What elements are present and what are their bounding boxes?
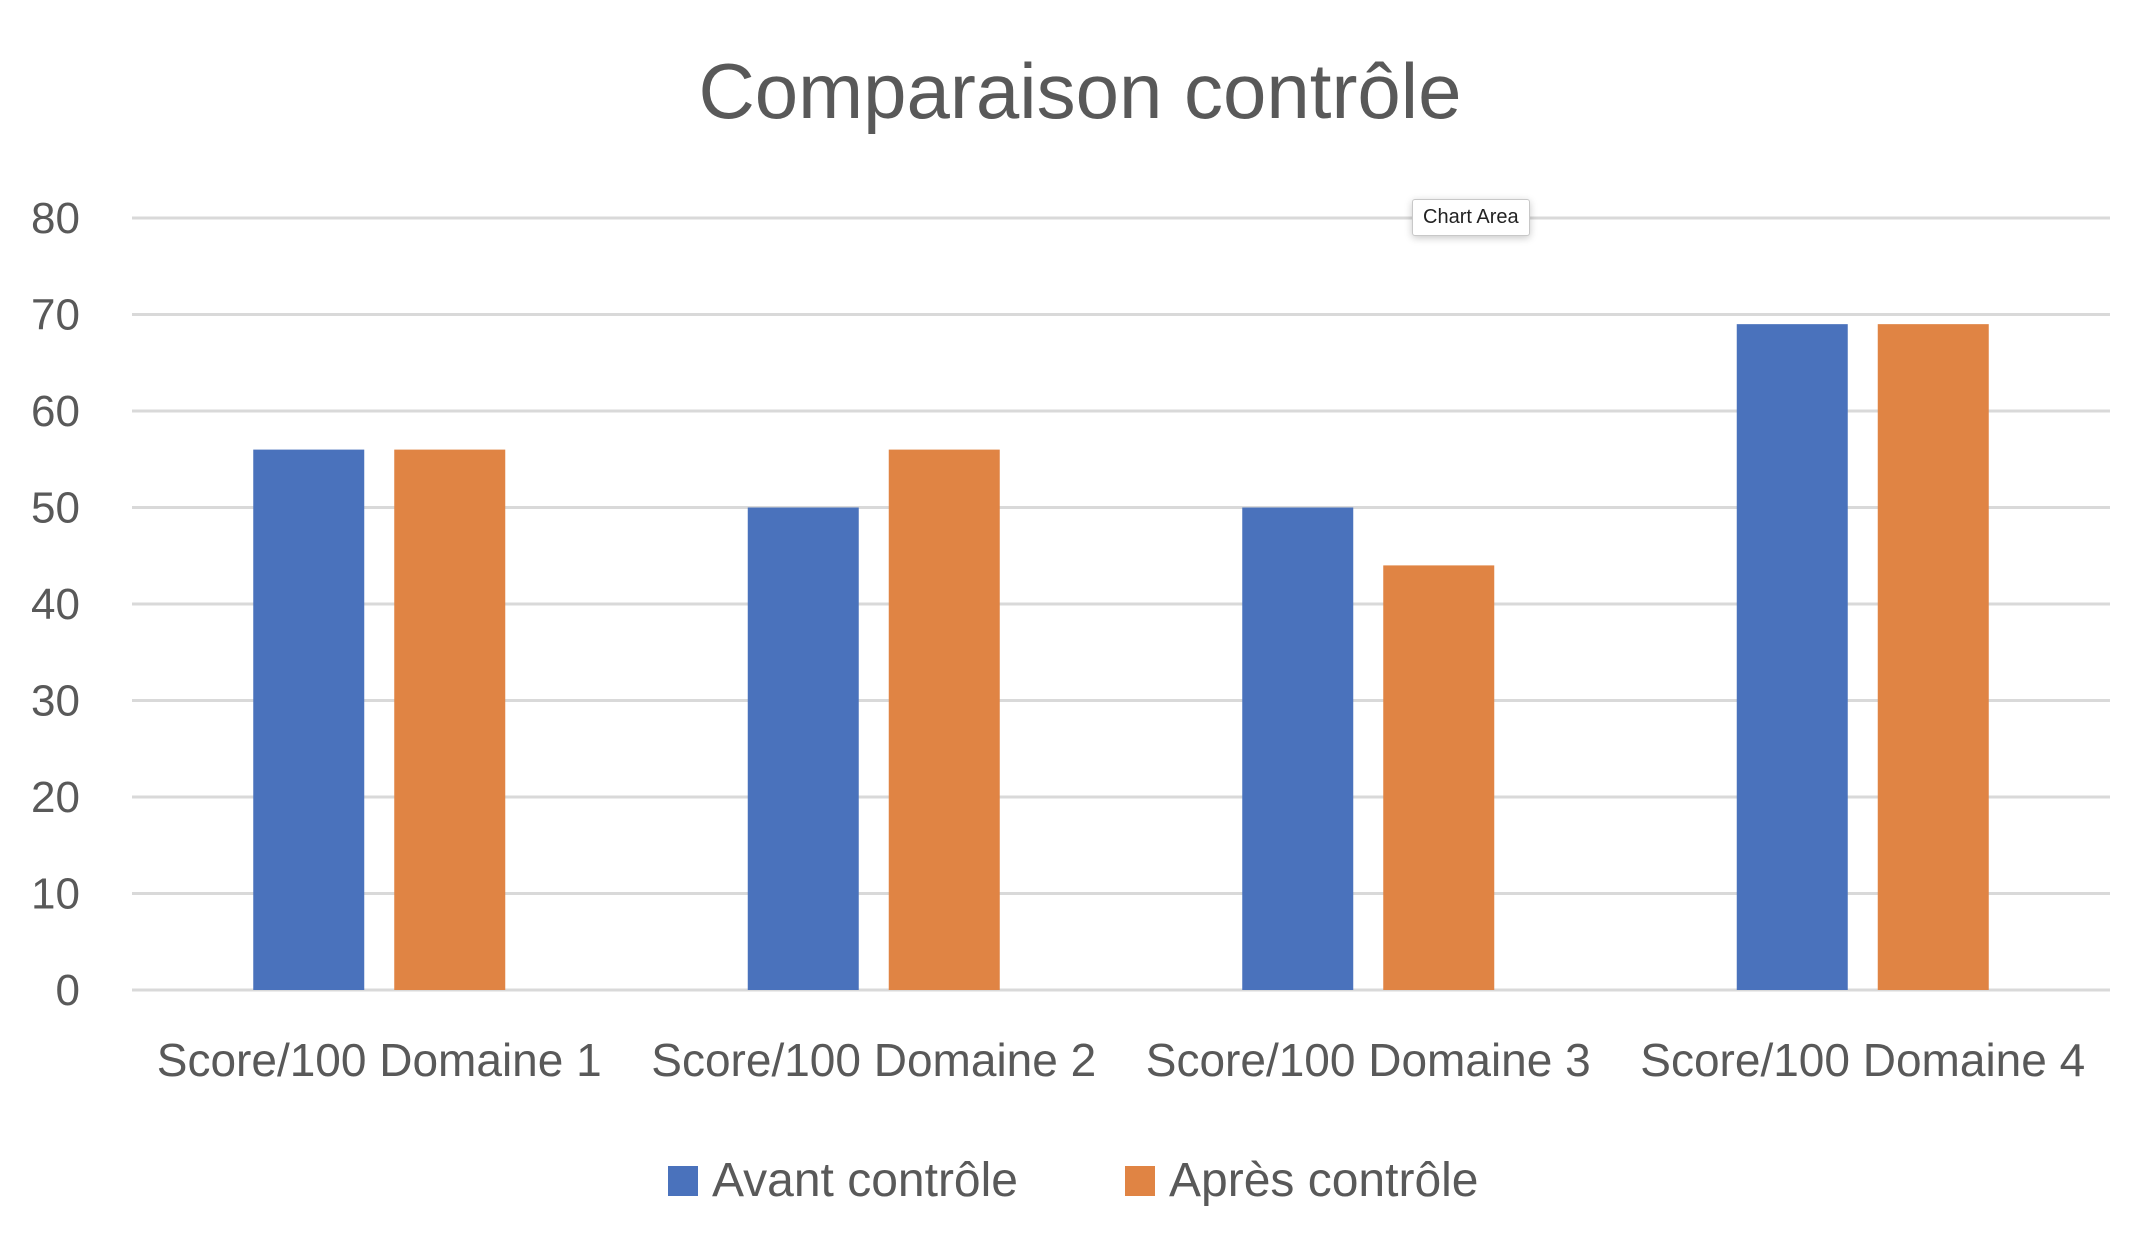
bars — [253, 324, 1989, 991]
y-tick-label: 20 — [31, 773, 80, 822]
legend-item-apres[interactable]: Après contrôle — [1125, 1154, 1479, 1207]
bar-avant-2[interactable] — [747, 507, 859, 991]
bar-apres-1[interactable] — [394, 449, 506, 991]
bar-avant-1[interactable] — [253, 449, 365, 991]
y-tick-label: 10 — [31, 870, 80, 919]
y-tick-label: 60 — [31, 387, 80, 436]
y-tick-label: 80 — [31, 194, 80, 243]
x-tick-label: Score/100 Domaine 3 — [1146, 1034, 1591, 1086]
y-tick-label: 0 — [56, 966, 80, 1015]
y-tick-label: 70 — [31, 291, 80, 340]
legend[interactable]: Avant contrôle Après contrôle — [668, 1154, 1479, 1207]
legend-item-avant[interactable]: Avant contrôle — [668, 1154, 1018, 1207]
bar-avant-4[interactable] — [1736, 324, 1848, 990]
legend-label: Avant contrôle — [712, 1154, 1018, 1207]
x-axis-ticks: Score/100 Domaine 1 Score/100 Domaine 2 Sc… — [157, 1034, 2085, 1086]
y-tick-label: 30 — [31, 677, 80, 726]
y-tick-label: 50 — [31, 484, 80, 533]
x-tick-label: Score/100 Domaine 1 — [157, 1034, 602, 1086]
x-tick-label: Score/100 Domaine 2 — [651, 1034, 1096, 1086]
bar-apres-3[interactable] — [1383, 565, 1495, 990]
legend-swatch — [1125, 1166, 1155, 1196]
bar-avant-3[interactable] — [1242, 507, 1354, 991]
bar-apres-4[interactable] — [1877, 324, 1989, 990]
chart-title: Comparaison contrôle — [698, 47, 1461, 135]
y-axis-ticks: 0 10 20 30 40 50 60 70 80 — [31, 194, 80, 1015]
chart-area-tooltip: Chart Area — [1412, 199, 1530, 236]
legend-swatch — [668, 1166, 698, 1196]
legend-label: Après contrôle — [1169, 1154, 1479, 1207]
bar-apres-2[interactable] — [888, 449, 1000, 991]
y-tick-label: 40 — [31, 580, 80, 629]
x-tick-label: Score/100 Domaine 4 — [1640, 1034, 2085, 1086]
